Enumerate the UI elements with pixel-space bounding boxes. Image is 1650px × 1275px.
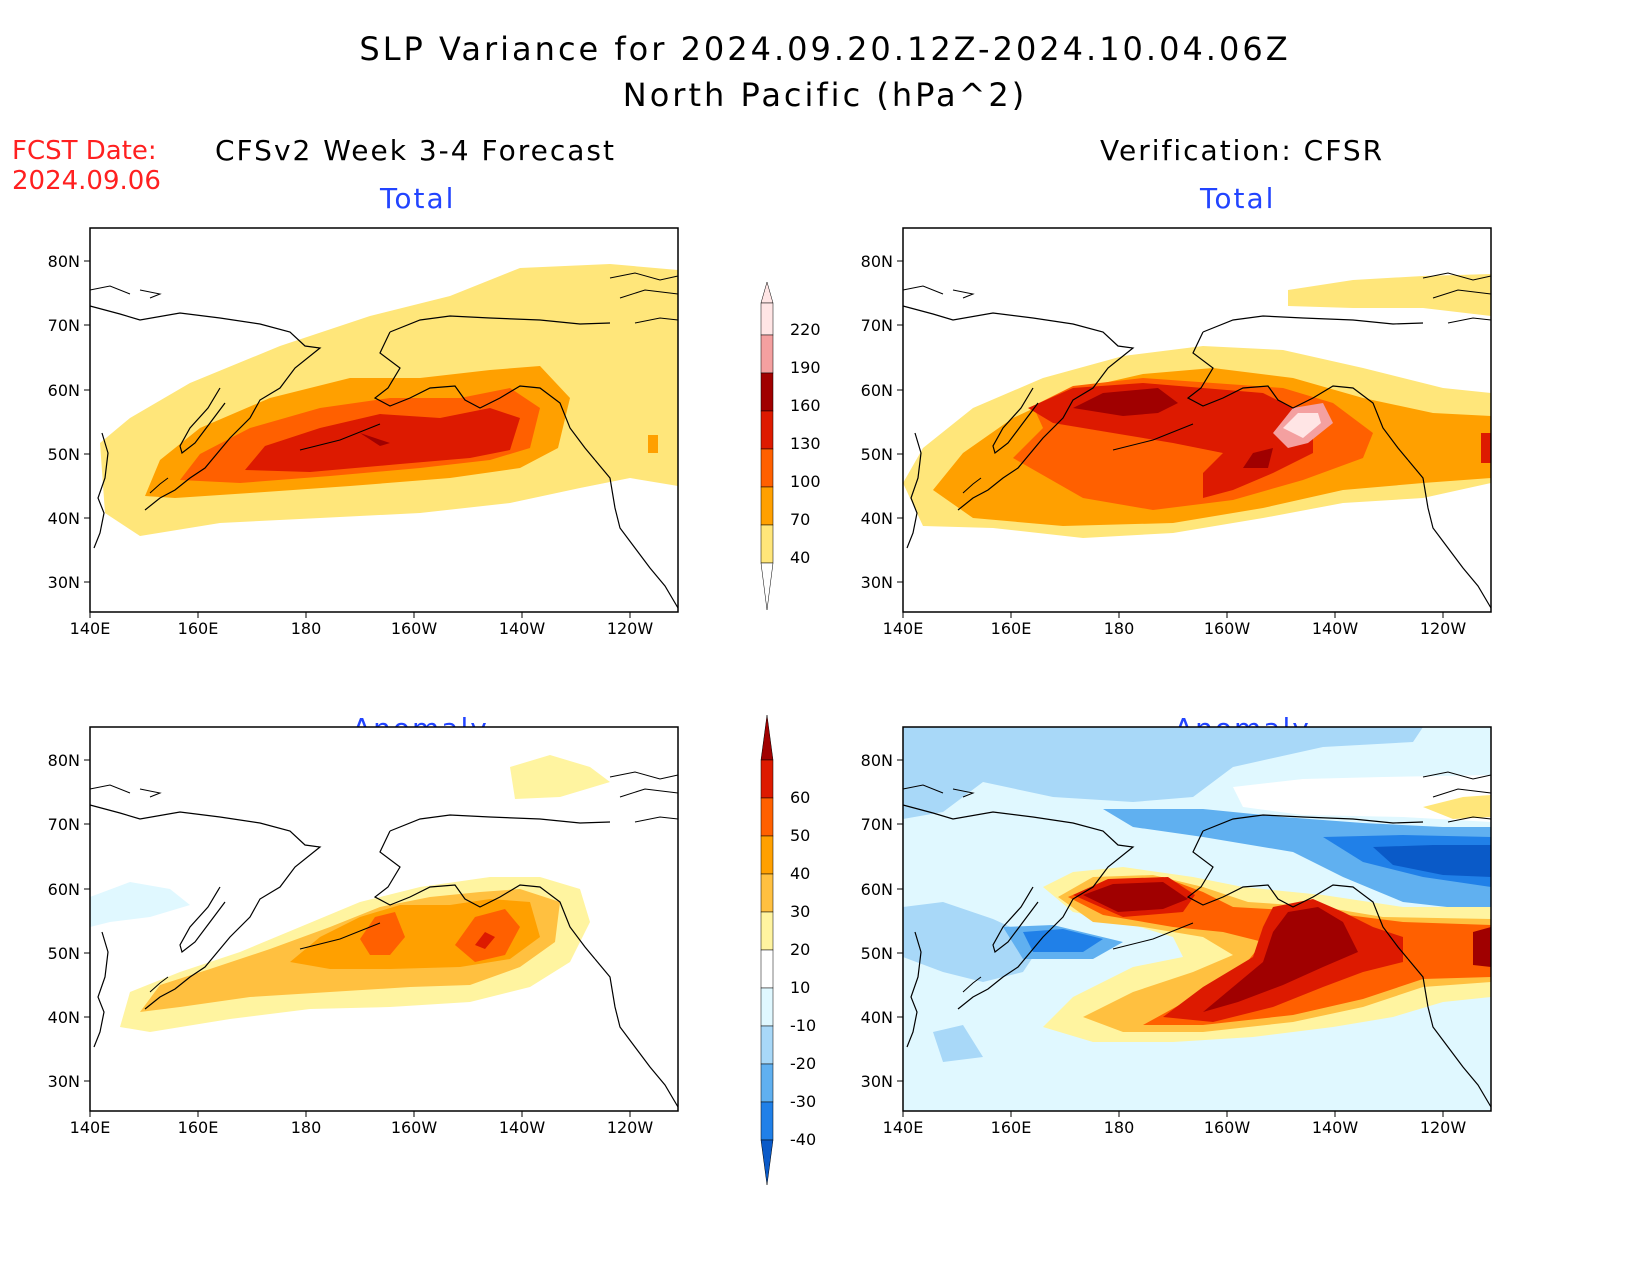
lon-tick-label: 140W: [499, 1118, 546, 1137]
forecast-total-map: [89, 227, 679, 613]
fcst-date-label: FCST Date:: [12, 136, 157, 166]
lat-tick-label: 80N: [861, 751, 893, 770]
colorbar-bin: [760, 835, 774, 875]
lat-tick-label: 40N: [861, 509, 893, 528]
fcst-date-value: 2024.09.06: [12, 166, 161, 196]
axis-labels: 80N 70N 60N 50N 40N 30N 140E 160E 180 160W 140W 120…: [48, 252, 1467, 1137]
colorbar-bin: [760, 873, 774, 913]
verification-anomaly-map: [902, 726, 1492, 1112]
anomaly-colorbar-label: -20: [790, 1054, 816, 1073]
anomaly-colorbar-label: 10: [790, 978, 810, 997]
verification-total-map: [902, 227, 1492, 613]
total-colorbar-label: 190: [790, 358, 821, 377]
forecast-anomaly-map: [89, 726, 679, 1112]
lat-tick-label: 70N: [48, 316, 80, 335]
lon-tick-label: 160E: [178, 1118, 219, 1137]
lat-tick-label: 70N: [48, 815, 80, 834]
total-colorbar-label: 100: [790, 472, 821, 491]
colorbar-bin: [760, 1101, 774, 1141]
anomaly-colorbar-label: -10: [790, 1016, 816, 1035]
lon-tick-label: 140W: [1312, 1118, 1359, 1137]
total-colorbar-label: 220: [790, 320, 821, 339]
lon-tick-label: 160E: [178, 619, 219, 638]
colorbar-bin: [760, 797, 774, 837]
lon-tick-label: 140W: [1312, 619, 1359, 638]
lon-tick-label: 140E: [70, 1118, 111, 1137]
verification-column-title: Verification: CFSR: [1100, 134, 1385, 167]
lat-tick-label: 30N: [861, 1072, 893, 1091]
lat-tick-label: 30N: [48, 1072, 80, 1091]
lon-tick-label: 120W: [1420, 1118, 1467, 1137]
colorbar-bin: [760, 949, 774, 989]
lon-tick-label: 120W: [607, 1118, 654, 1137]
lat-tick-label: 60N: [861, 880, 893, 899]
lon-tick-label: 140E: [883, 1118, 924, 1137]
anomaly-colorbar-label: 60: [790, 788, 810, 807]
total-colorbar-label: 160: [790, 396, 821, 415]
lon-tick-label: 180: [291, 619, 322, 638]
lon-tick-label: 160E: [991, 1118, 1032, 1137]
lon-tick-label: 160W: [391, 1118, 438, 1137]
lat-tick-label: 40N: [48, 509, 80, 528]
lat-tick-label: 60N: [48, 381, 80, 400]
lat-tick-label: 60N: [861, 381, 893, 400]
lat-tick-label: 30N: [48, 573, 80, 592]
lon-tick-label: 120W: [1420, 619, 1467, 638]
lat-tick-label: 50N: [48, 445, 80, 464]
lon-tick-label: 160W: [1204, 1118, 1251, 1137]
lon-tick-label: 140E: [883, 619, 924, 638]
lon-tick-label: 180: [1104, 1118, 1135, 1137]
anomaly-colorbar-label: 50: [790, 826, 810, 845]
total-colorbar: 220 190 160 130 100 70 40: [760, 281, 821, 611]
lon-tick-label: 180: [291, 1118, 322, 1137]
anomaly-colorbar-label: -30: [790, 1092, 816, 1111]
anomaly-colorbar-label: 20: [790, 940, 810, 959]
anomaly-colorbar: 60 50 40 30 20 10 -10 -20 -30 -40: [760, 714, 816, 1186]
lon-tick-label: 120W: [607, 619, 654, 638]
lat-tick-label: 70N: [861, 815, 893, 834]
lat-tick-label: 60N: [48, 880, 80, 899]
colorbar-max-triangle: [760, 714, 774, 761]
colorbar-bin: [760, 1025, 774, 1065]
lon-tick-label: 160E: [991, 619, 1032, 638]
verification-total-title: Total: [1200, 182, 1276, 215]
total-colorbar-label: 70: [790, 510, 810, 529]
lat-tick-label: 80N: [48, 252, 80, 271]
lat-tick-label: 40N: [861, 1008, 893, 1027]
colorbar-min-triangle: [760, 1139, 774, 1186]
lat-tick-label: 80N: [861, 252, 893, 271]
forecast-total-title: Total: [380, 182, 456, 215]
anomaly-colorbar-label: 30: [790, 902, 810, 921]
colorbar-bin: [760, 1063, 774, 1103]
subtitle: North Pacific (hPa^2): [622, 76, 1028, 114]
forecast-column-title: CFSv2 Week 3-4 Forecast: [215, 134, 616, 167]
anomaly-colorbar-label: 40: [790, 864, 810, 883]
lat-tick-label: 40N: [48, 1008, 80, 1027]
lat-tick-label: 50N: [861, 445, 893, 464]
lat-tick-label: 50N: [48, 944, 80, 963]
total-colorbar-label: 130: [790, 434, 821, 453]
colorbar-bin: [760, 759, 774, 799]
main-title: SLP Variance for 2024.09.20.12Z-2024.10.…: [359, 30, 1291, 68]
lat-tick-label: 80N: [48, 751, 80, 770]
anomaly-colorbar-label: -40: [790, 1130, 816, 1149]
colorbar-bin: [760, 987, 774, 1027]
lat-tick-label: 70N: [861, 316, 893, 335]
lat-tick-label: 30N: [861, 573, 893, 592]
lon-tick-label: 160W: [391, 619, 438, 638]
lat-tick-label: 50N: [861, 944, 893, 963]
colorbar-bin: [760, 911, 774, 951]
lon-tick-label: 140W: [499, 619, 546, 638]
lon-tick-label: 140E: [70, 619, 111, 638]
total-colorbar-label: 40: [790, 548, 810, 567]
lon-tick-label: 160W: [1204, 619, 1251, 638]
lon-tick-label: 180: [1104, 619, 1135, 638]
